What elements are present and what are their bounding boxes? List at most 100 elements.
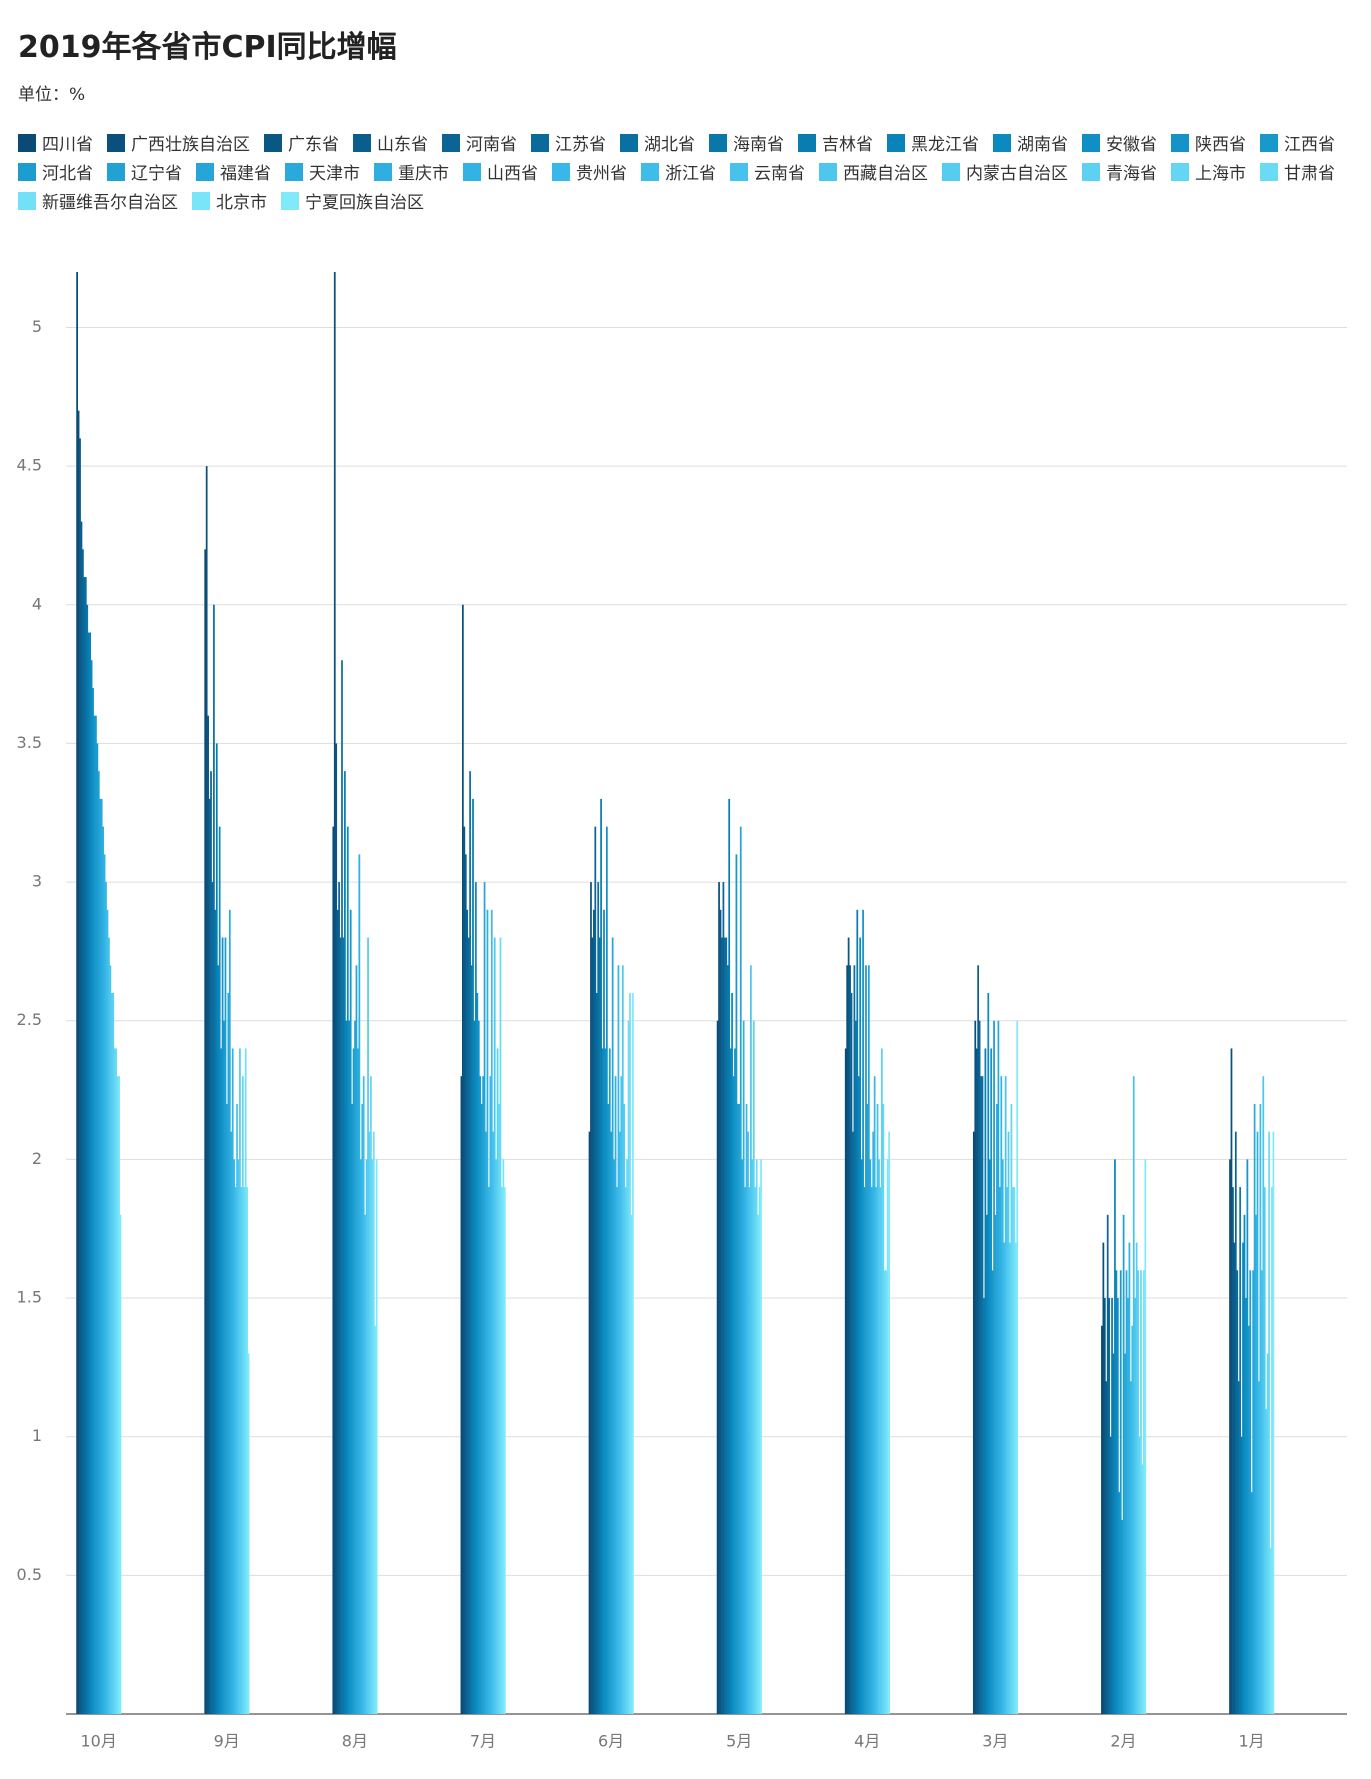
bar <box>862 909 864 1714</box>
bar <box>885 1270 888 1714</box>
bar <box>466 909 469 1714</box>
bar <box>613 1159 615 1714</box>
chart-title: 2019年各省市CPI同比增幅 <box>18 30 397 65</box>
legend-item: 陕西省 <box>1171 132 1246 155</box>
bar <box>745 1103 748 1714</box>
bar <box>1229 1159 1231 1714</box>
bar <box>84 577 87 1714</box>
legend-item: 西藏自治区 <box>819 161 928 184</box>
bar <box>601 1048 604 1714</box>
bar <box>854 1020 857 1714</box>
bar <box>1132 1076 1135 1714</box>
bar <box>1118 1492 1121 1714</box>
bar <box>103 854 106 1714</box>
bar <box>588 1131 591 1714</box>
legend-item: 贵州省 <box>552 161 627 184</box>
bar <box>358 854 361 1714</box>
bar <box>464 854 467 1714</box>
bar <box>978 1020 981 1714</box>
bar <box>876 1103 879 1714</box>
bar <box>237 1159 240 1714</box>
bar <box>723 937 726 1714</box>
legend-label: 湖北省 <box>644 135 695 155</box>
bar <box>1103 1298 1106 1714</box>
legend-item: 河南省 <box>442 132 517 155</box>
bar <box>480 1103 483 1714</box>
bar <box>341 660 343 1715</box>
bar <box>598 937 601 1714</box>
bar <box>604 1048 607 1714</box>
bar <box>1260 1270 1263 1714</box>
bar <box>1250 1492 1253 1714</box>
bar <box>1014 1242 1017 1714</box>
bar <box>1116 1298 1119 1714</box>
bar <box>1121 1519 1124 1714</box>
bar <box>990 1048 993 1714</box>
legend-swatch <box>281 191 299 210</box>
bar <box>870 1187 873 1714</box>
bar <box>1003 1242 1006 1714</box>
bar <box>980 1076 982 1714</box>
chart-subtitle: 单位：% <box>18 85 86 105</box>
bar <box>234 1187 237 1714</box>
legend-swatch <box>463 162 481 181</box>
bar <box>346 826 349 1714</box>
bar <box>883 1270 886 1714</box>
bar <box>600 798 602 1714</box>
bar <box>726 965 729 1714</box>
bar <box>469 771 471 1714</box>
legend-item: 云南省 <box>730 161 805 184</box>
bar <box>467 937 470 1714</box>
legend-label: 内蒙古自治区 <box>966 164 1068 184</box>
bar <box>211 882 214 1714</box>
bar <box>744 1187 746 1714</box>
bar <box>1009 1242 1011 1714</box>
bar <box>1106 1214 1109 1714</box>
bar <box>1269 1547 1272 1714</box>
bar <box>988 1159 991 1714</box>
bar <box>214 909 217 1714</box>
bar <box>112 993 115 1714</box>
legend-item: 甘肃省 <box>1260 161 1335 184</box>
bar <box>1242 1242 1244 1714</box>
legend-swatch <box>798 133 816 152</box>
legend-label: 重庆市 <box>398 164 449 184</box>
bar <box>228 909 231 1714</box>
legend-swatch <box>442 133 460 152</box>
bar <box>1129 1381 1132 1714</box>
legend-swatch <box>107 162 125 181</box>
bar <box>629 993 631 1714</box>
bar <box>731 993 733 1714</box>
bar <box>591 937 594 1714</box>
bar <box>738 1103 741 1714</box>
legend-label: 江苏省 <box>555 135 606 155</box>
bar <box>82 549 84 1715</box>
bar <box>594 826 597 1714</box>
bar <box>210 771 212 1714</box>
bar <box>475 882 477 1714</box>
x-tick-label: 2月 <box>1110 1732 1136 1751</box>
bar <box>361 1103 364 1714</box>
bar <box>873 1076 876 1714</box>
bar <box>115 1048 118 1714</box>
bar <box>879 1187 882 1714</box>
legend-label: 河北省 <box>42 164 93 184</box>
bar <box>92 687 94 1714</box>
legend-item: 江苏省 <box>531 132 606 155</box>
bar <box>627 1020 630 1714</box>
x-tick-label: 1月 <box>1238 1732 1264 1751</box>
bar <box>342 937 345 1714</box>
legend-item: 安徽省 <box>1082 132 1157 155</box>
bar <box>1007 1131 1010 1714</box>
legend-label: 陕西省 <box>1195 135 1246 155</box>
bar <box>473 1020 476 1714</box>
bar <box>620 1076 623 1714</box>
bar <box>608 1048 611 1714</box>
bar <box>722 882 725 1714</box>
bar <box>719 909 722 1714</box>
legend-item: 湖南省 <box>993 132 1068 155</box>
bar <box>1253 1103 1256 1714</box>
legend-swatch <box>730 162 748 181</box>
bar <box>751 1159 754 1714</box>
legend-label: 湖南省 <box>1017 135 1068 155</box>
